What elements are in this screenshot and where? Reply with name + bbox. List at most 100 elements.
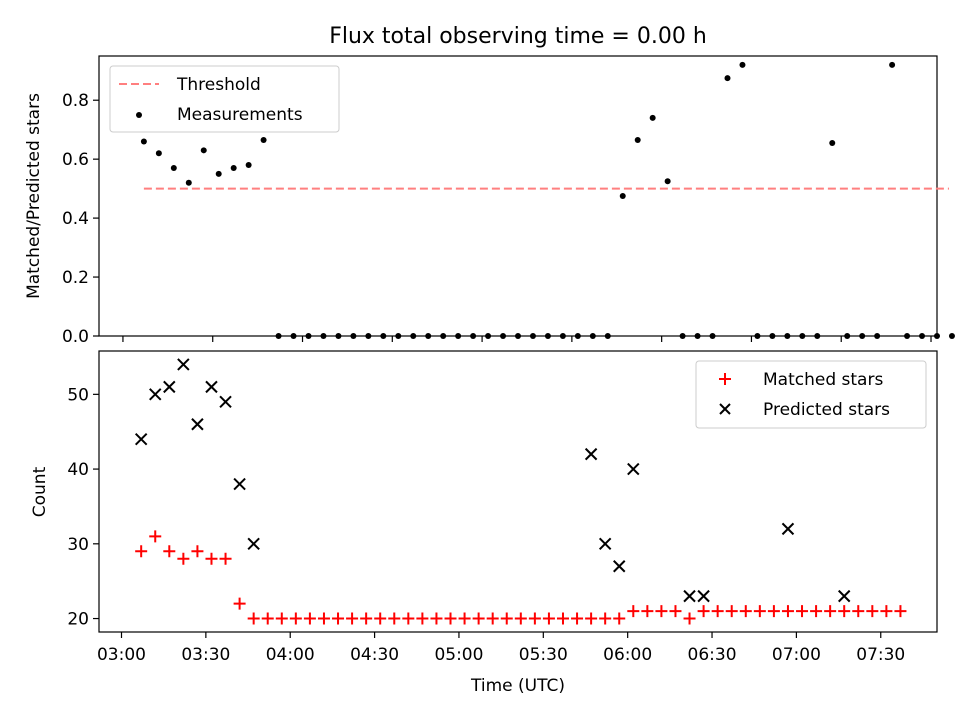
matched-star-point-20 [416,612,429,625]
measurement-point-17 [395,333,402,339]
legend-matched-swatch [719,373,731,385]
matched-star-point-9 [261,612,274,625]
matched-star-point-11 [289,612,302,625]
matched-star-point-50 [838,605,851,618]
predicted-star-point-10 [598,537,612,551]
matched-star-point-34 [613,612,626,625]
measurement-point-50 [889,61,896,68]
matched-star-point-49 [824,605,837,618]
measurement-point-39 [724,75,731,82]
matched-star-point-7 [233,597,246,610]
x-axis-label: Time (UTC) [470,676,565,696]
legend-threshold-label: Threshold [176,75,261,95]
matched-star-point-37 [655,605,668,618]
matched-star-point-2 [163,545,176,558]
matched-star-point-27 [514,612,527,625]
matched-star-point-5 [205,552,218,565]
measurement-point-8 [260,137,267,143]
measurement-point-42 [769,333,776,339]
x-tick-label: 05:00 [434,645,483,665]
legend-predicted-label: Predicted stars [763,400,890,420]
matched-star-point-0 [135,545,148,558]
predicted-star-point-5 [205,380,218,394]
bottom-y-axis-label: Count [30,466,50,517]
matched-star-point-44 [753,605,766,618]
measurement-point-24 [500,333,507,339]
x-tick-label: 07:30 [856,645,905,665]
measurement-point-38 [709,333,716,339]
bottom-legend-box [695,360,927,429]
measurement-point-10 [290,333,297,339]
x-tick-label: 06:00 [603,645,652,665]
measurement-point-0 [140,138,147,145]
matched-star-point-16 [360,612,373,625]
matched-star-point-39 [683,612,696,625]
measurement-point-36 [679,333,686,339]
matched-star-point-41 [711,605,724,618]
measurement-point-21 [455,333,462,339]
measurement-point-12 [320,333,327,339]
top-y-tick-label: 0.8 [62,91,89,111]
measurement-point-27 [544,333,551,339]
bottom-legend: Matched stars Predicted stars [695,360,927,429]
matched-star-point-24 [472,612,485,625]
matched-star-point-31 [571,612,584,625]
legend-predicted-swatch [719,403,731,415]
measurement-point-46 [829,139,836,146]
x-tick-label: 03:00 [97,645,146,665]
bottom-y-tick-label: 40 [67,460,89,480]
measurement-point-51 [904,333,911,339]
measurement-point-3 [185,179,192,186]
measurement-point-41 [754,333,761,339]
x-tick-label: 06:30 [688,645,737,665]
matched-star-point-48 [810,605,823,618]
measurement-point-9 [275,333,282,339]
predicted-star-point-14 [697,589,710,603]
measurement-point-44 [799,333,806,339]
matched-star-point-47 [796,605,809,618]
matched-star-point-8 [247,612,260,625]
measurement-point-2 [170,165,177,171]
matched-star-point-52 [866,605,879,618]
predicted-star-point-15 [781,522,795,536]
bottom-y-tick-label: 50 [67,385,89,405]
matched-star-point-45 [767,605,780,618]
top-y-axis-label: Matched/Predicted stars [24,93,44,299]
measurement-point-40 [739,61,746,68]
measurement-point-18 [410,333,417,339]
measurement-point-35 [664,178,671,185]
measurement-point-48 [859,333,866,339]
matched-star-point-32 [585,612,598,625]
measurement-point-4 [200,147,207,154]
bottom-axes-frame [98,350,938,633]
bottom-y-tick-label: 20 [67,610,89,630]
legend-matched-label: Matched stars [763,370,883,390]
matched-star-point-38 [669,605,682,618]
matched-star-point-29 [542,612,555,625]
measurement-point-16 [380,333,387,339]
matched-star-point-23 [458,612,471,625]
matched-star-point-40 [697,605,710,618]
predicted-star-point-0 [134,432,148,446]
matched-star-point-19 [402,612,415,625]
bottom-y-ticks: 20 30 40 50 [67,385,99,630]
x-tick-label: 03:30 [181,645,230,665]
matched-star-point-36 [641,605,654,618]
matched-star-point-46 [781,605,794,618]
measurement-point-15 [365,333,372,339]
legend-measurements-label: Measurements [177,105,303,125]
predicted-star-point-12 [627,462,640,476]
predicted-star-point-8 [247,537,260,551]
matched-star-point-1 [149,530,162,543]
matched-star-point-28 [528,612,541,625]
x-tick-label: 04:00 [266,645,315,665]
top-y-ticks: 0.0 0.2 0.4 0.6 0.8 [62,91,99,347]
matched-star-point-30 [556,612,569,625]
matched-star-point-26 [500,612,513,625]
measurement-point-34 [649,114,656,121]
matched-star-point-42 [725,605,738,618]
bottom-x-ticks: 03:00 03:30 04:00 04:30 05:00 05:30 06:00 06:30… [97,632,905,665]
top-legend: Threshold Measurements [109,65,340,133]
matched-star-point-15 [346,612,359,625]
